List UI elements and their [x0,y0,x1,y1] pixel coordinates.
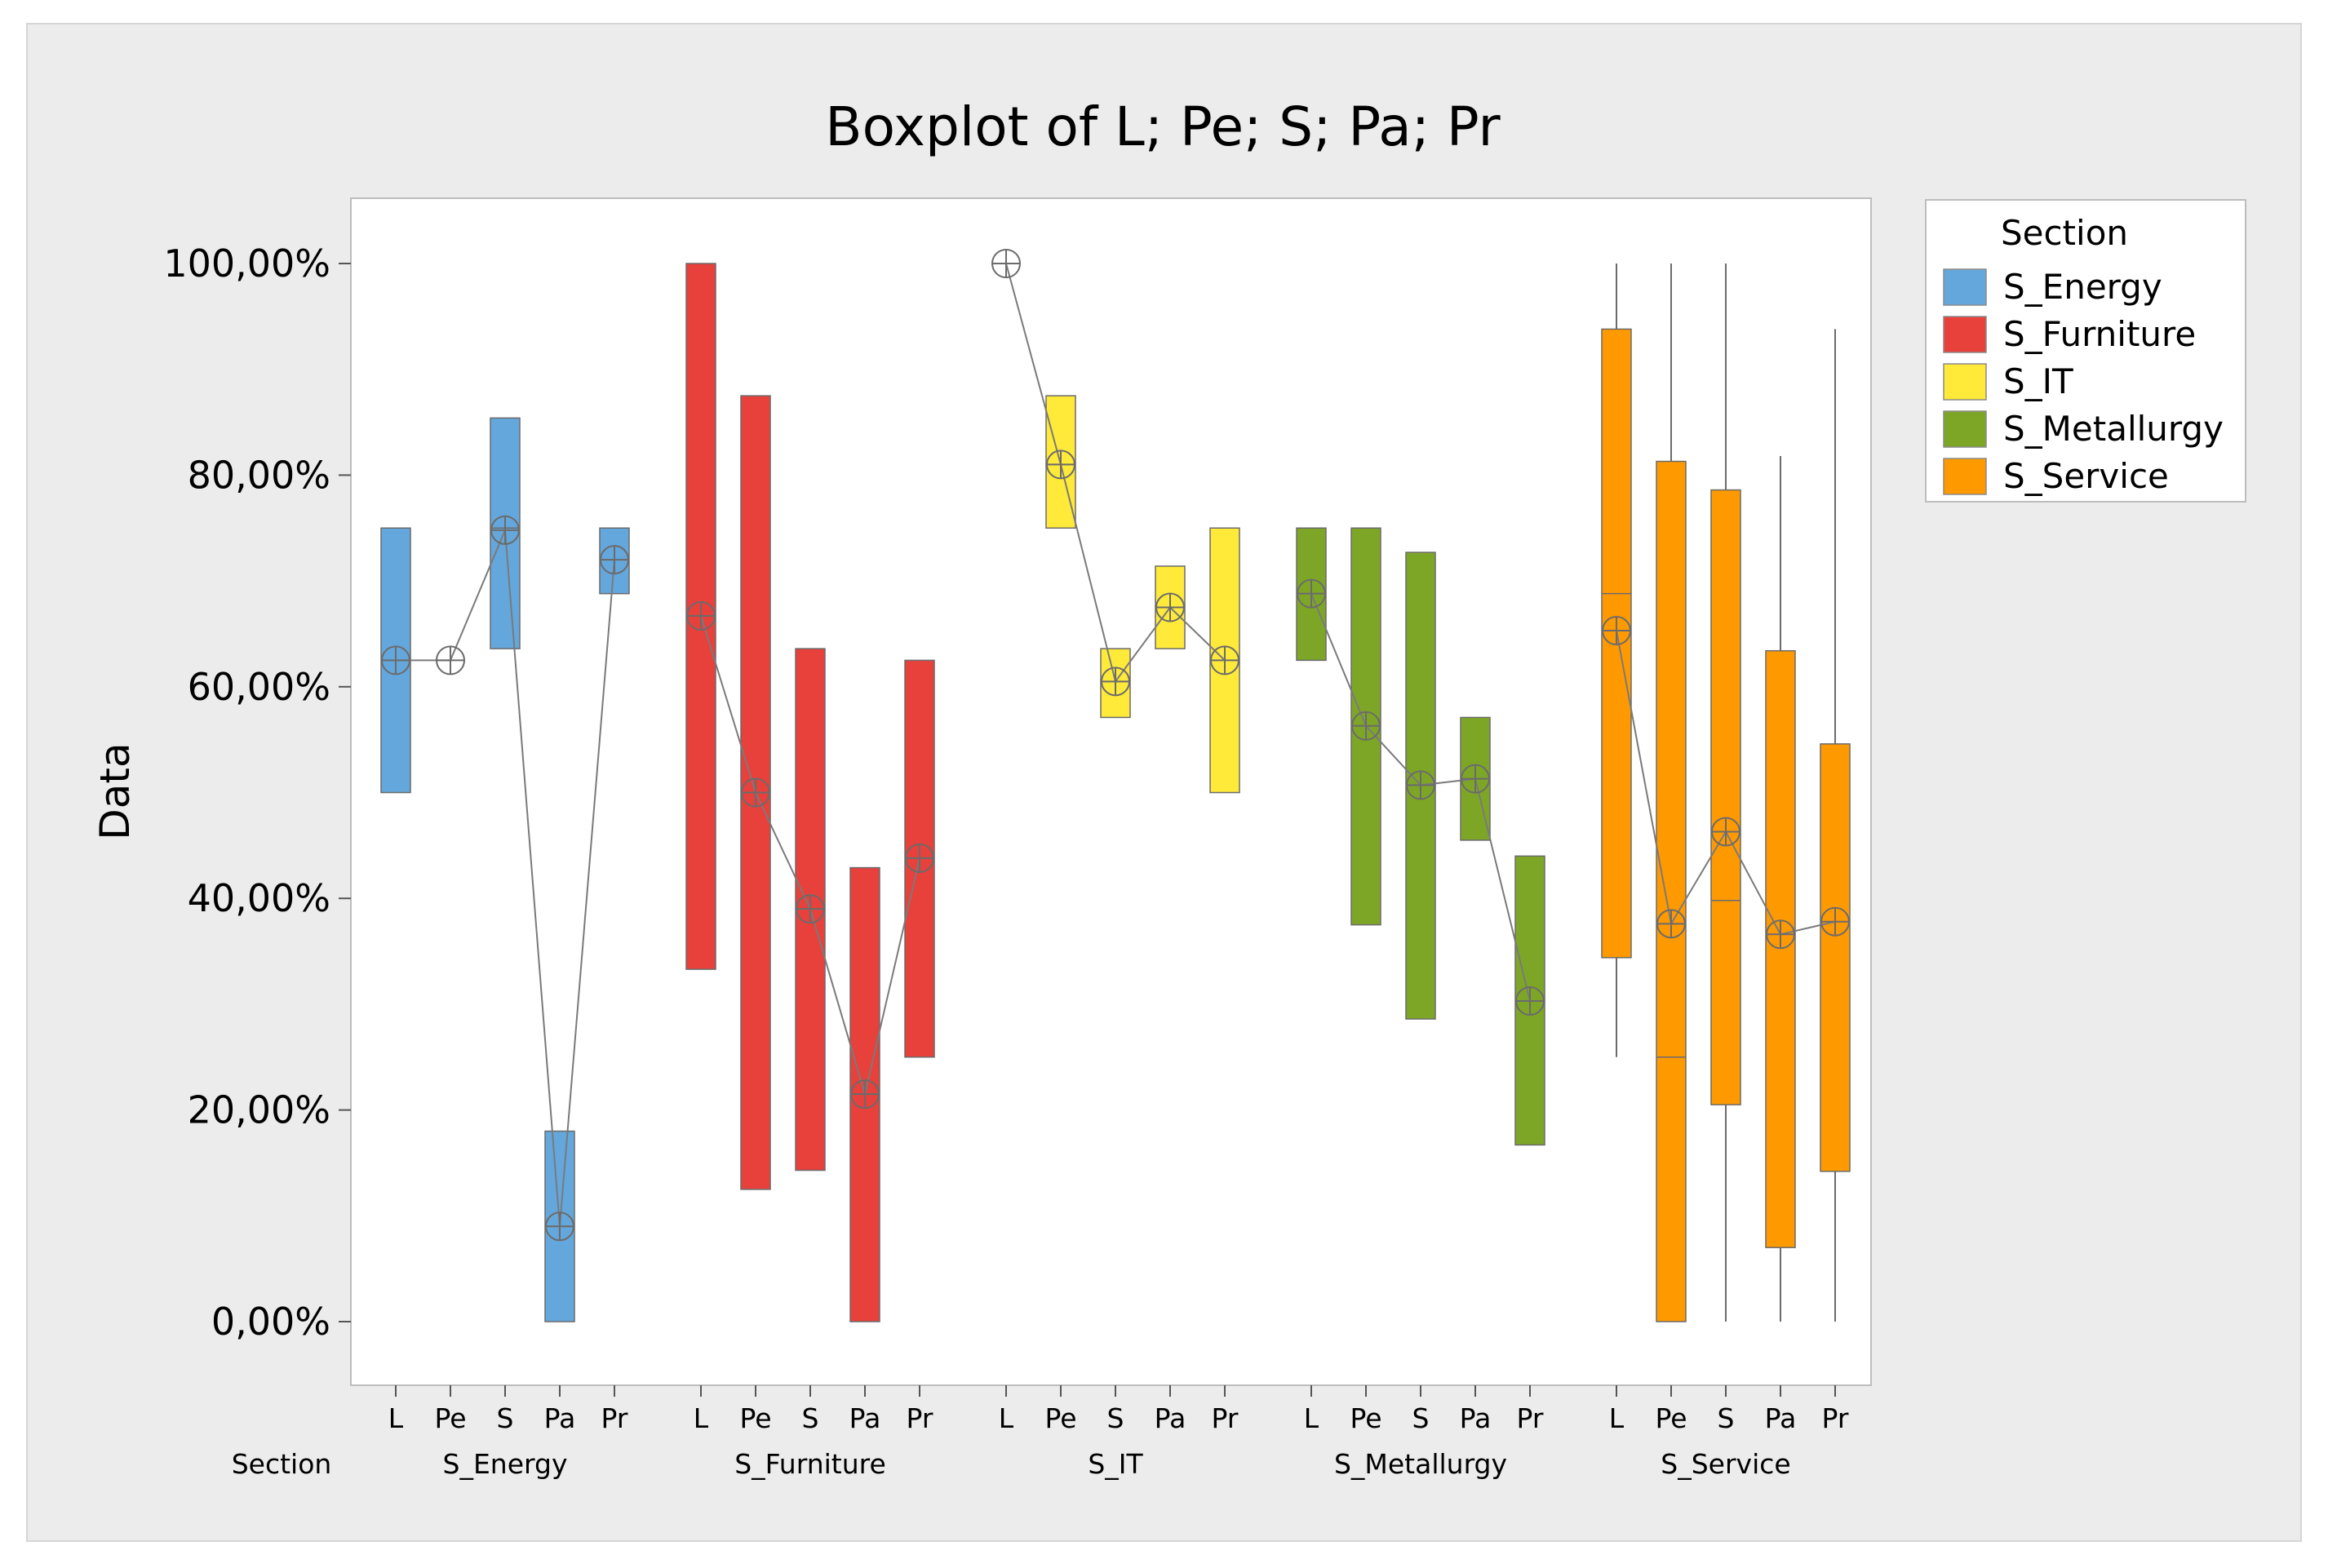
x-tick-label: S [802,1402,819,1434]
x-tick-label: S [1718,1402,1735,1434]
y-axis-label: Data [91,742,139,839]
y-tick-label: 80,00% [188,453,330,497]
x-tick-label: Pr [1517,1402,1544,1434]
box [1710,489,1741,1105]
box [1100,648,1131,719]
mean-marker [1297,578,1326,609]
mean-marker [600,545,629,575]
x-tick-label: Pe [1044,1402,1076,1434]
mean-marker [1461,764,1490,794]
box [1765,649,1796,1248]
x-group-label: S_Service [1661,1448,1790,1480]
x-group-label: S_Energy [443,1448,568,1480]
mean-marker [1406,770,1435,800]
legend-swatch [1943,316,1987,353]
x-tick-label: Pa [1765,1402,1797,1434]
x-tick-label: Pe [434,1402,466,1434]
x-tick-label: Pa [1460,1402,1492,1434]
mean-marker [1155,592,1185,622]
x-tick-label: S [1412,1402,1430,1434]
y-tick-label: 20,00% [188,1088,330,1132]
legend-label: S_Service [2003,456,2169,496]
legend-label: S_IT [2003,361,2073,401]
x-tick-label: L [1609,1402,1625,1434]
mean-marker [1766,919,1795,950]
legend-swatch [1943,410,1987,448]
mean-marker [1656,909,1686,939]
x-tick-label: Pa [849,1402,881,1434]
mean-marker [436,645,465,675]
mean-markers [381,249,1850,1242]
x-tick-label: S [1107,1402,1124,1434]
x-tick-label: Pe [739,1402,771,1434]
y-tick-label: 40,00% [188,876,330,920]
mean-marker [1711,817,1740,847]
x-group-label: S_Metallurgy [1334,1448,1507,1480]
legend-swatch [1943,458,1987,495]
x-tick-label: L [999,1402,1014,1434]
mean-marker [1820,906,1850,937]
mean-marker [1515,986,1545,1017]
mean-marker [1046,450,1075,480]
x-tick-label: Pa [544,1402,576,1434]
mean-marker [850,1079,880,1110]
chart-title: Boxplot of L; Pe; S; Pa; Pr [825,95,1501,158]
x-tick-label: Pe [1350,1402,1381,1434]
x-tick-label: Pa [1155,1402,1186,1434]
x-tick-label: L [388,1402,404,1434]
x-tick-label: Pr [1212,1402,1239,1434]
legend-title: Section [2001,213,2128,253]
mean-marker [796,894,825,924]
plot-area [350,197,1872,1386]
mean-marker [1351,711,1381,741]
y-tick-label: 60,00% [188,665,330,709]
mean-marker [1210,645,1239,675]
box [1820,743,1851,1172]
x-group-label: S_Furniture [734,1448,886,1480]
legend-swatch [1943,363,1987,401]
x-axis-section-label: Section [232,1448,332,1480]
box [599,527,630,595]
x-tick-label: S [497,1402,514,1434]
mean-marker [381,645,410,675]
legend-label: S_Metallurgy [2003,409,2224,449]
x-tick-label: Pr [907,1402,933,1434]
x-group-label: S_IT [1088,1448,1143,1480]
y-tick-label: 100,00% [163,241,330,286]
x-tick-label: L [1304,1402,1319,1434]
mean-marker [490,515,520,545]
legend: Section S_Energy S_Furniture S_IT S_Metallu… [1925,199,2246,503]
x-tick-label: Pr [601,1402,628,1434]
mean-marker [905,843,934,873]
legend-swatch [1943,268,1987,306]
x-tick-label: Pr [1822,1402,1849,1434]
y-axis: 0,00% 20,00% 40,00% 60,00% 80,00% 100,00% [163,241,351,1344]
mean-marker [741,777,770,808]
legend-label: S_Furniture [2003,314,2196,354]
mean-marker [686,600,716,631]
mean-marker [1101,667,1130,697]
mean-marker [545,1211,574,1242]
y-tick-label: 0,00% [211,1300,330,1344]
legend-label: S_Energy [2003,267,2162,307]
mean-marker [991,249,1021,278]
mean-marker [1602,616,1631,646]
x-tick-label: Pe [1655,1402,1687,1434]
x-tick-label: L [694,1402,709,1434]
box [1656,460,1687,1322]
